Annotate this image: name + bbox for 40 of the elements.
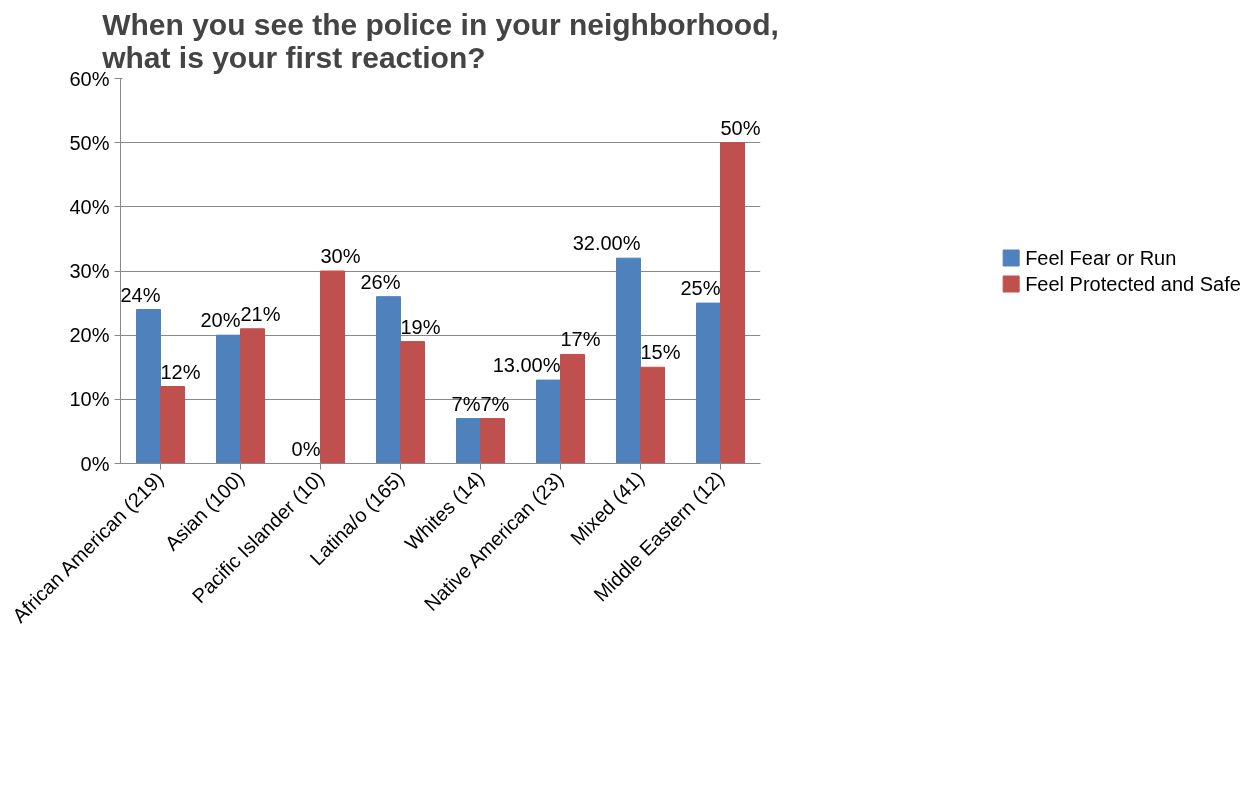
- data-label: 32.00%: [572, 232, 641, 255]
- bar: [560, 353, 585, 464]
- data-label: 24%: [120, 283, 161, 306]
- data-label: 26%: [360, 270, 401, 293]
- data-label: 17%: [560, 328, 601, 351]
- data-label: 25%: [680, 277, 721, 300]
- bar: [480, 418, 505, 464]
- bar: [240, 328, 265, 464]
- data-label: 30%: [320, 245, 361, 267]
- data-label: 12%: [160, 360, 201, 383]
- bar: [640, 366, 665, 464]
- data-label: 21%: [240, 302, 281, 325]
- bar: [136, 309, 161, 464]
- data-label: 15%: [640, 341, 681, 364]
- bar: [160, 386, 185, 464]
- y-tick-label: 30%: [69, 260, 110, 282]
- data-label: 0%: [291, 437, 321, 460]
- y-tick-label: 20%: [69, 324, 110, 347]
- bar: [376, 296, 401, 464]
- y-tick-label: 10%: [69, 388, 110, 411]
- data-label: 13.00%: [492, 354, 561, 377]
- bar: [320, 270, 345, 464]
- bar: [696, 302, 721, 464]
- y-tick-label: 60%: [69, 67, 110, 90]
- data-label: 50%: [720, 116, 761, 139]
- y-tick-label: 0%: [80, 452, 110, 475]
- bar: [720, 142, 745, 464]
- data-label: 7%: [480, 392, 510, 415]
- bar: [536, 379, 561, 464]
- data-label: 19%: [400, 315, 441, 338]
- bar: [216, 334, 241, 464]
- legend-label: Feel Protected and Safe: [1025, 272, 1241, 295]
- data-label: 7%: [451, 392, 481, 415]
- bar: [400, 341, 425, 464]
- legend-label: Feel Fear or Run: [1025, 246, 1177, 269]
- y-tick-label: 50%: [69, 131, 110, 154]
- bar: [456, 418, 481, 464]
- y-tick-label: 40%: [69, 195, 110, 218]
- bar: [616, 257, 641, 464]
- data-label: 20%: [200, 309, 241, 332]
